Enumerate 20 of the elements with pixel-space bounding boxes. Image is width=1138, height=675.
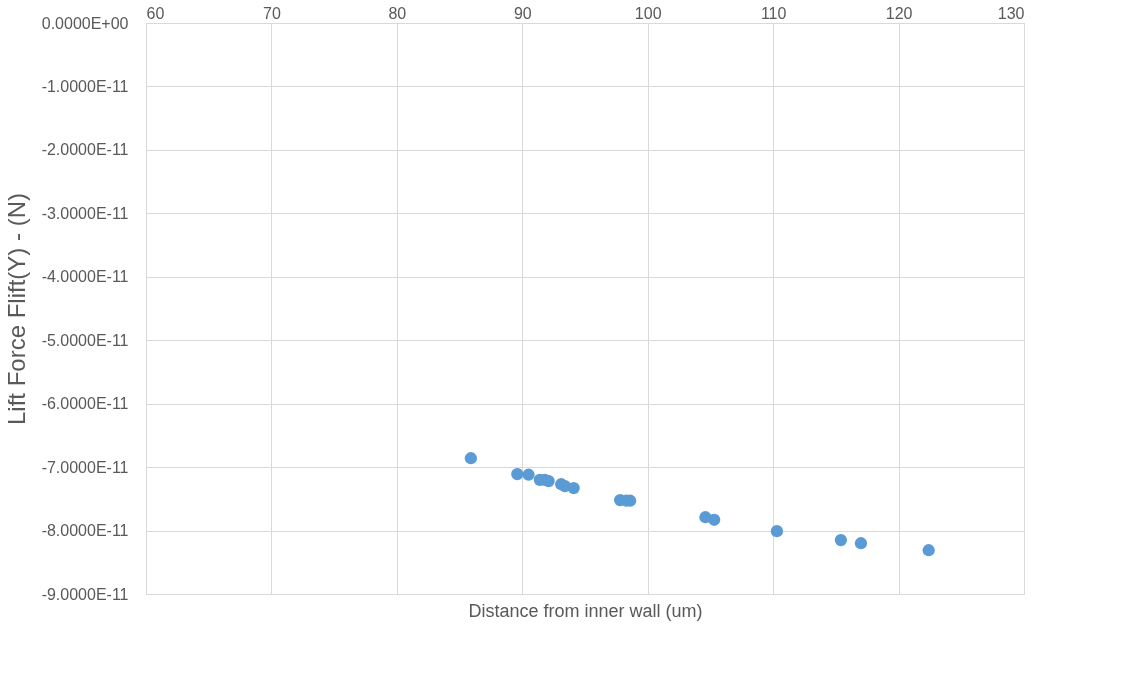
y-axis-title: Lift Force Flift(Y) - (N) [2,193,30,425]
x-axis-title: Distance from inner wall (um) [468,600,703,621]
y-tick-label: -2.0000E-11 [41,141,129,159]
x-tick-label: 120 [885,4,913,22]
x-tick-label: 70 [263,4,281,22]
x-tick-label: 110 [760,4,787,22]
x-tick-label: 100 [634,4,662,22]
x-tick-label: 80 [388,4,407,22]
y-tick-label: -3.0000E-11 [41,204,129,222]
y-tick-label: -5.0000E-11 [41,331,129,349]
y-tick-label: -7.0000E-11 [41,458,129,476]
y-tick-label: 0.0000E+00 [41,14,129,32]
x-tick-label: 130 [997,4,1025,22]
y-tick-label: -8.0000E-11 [41,522,129,540]
y-tick-label: -9.0000E-11 [41,585,129,603]
y-tick-label: -1.0000E-11 [41,77,129,95]
y-tick-label: -6.0000E-11 [41,395,129,413]
y-tick-label: -4.0000E-11 [41,268,129,286]
x-tick-label: 60 [146,4,165,22]
x-tick-label: 90 [513,4,532,22]
